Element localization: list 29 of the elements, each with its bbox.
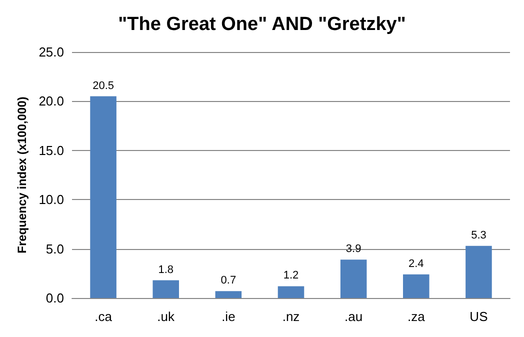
bar	[340, 260, 367, 298]
x-tick-label: .nz	[282, 309, 300, 324]
y-tick-label: 20.0	[38, 94, 64, 109]
data-label: 0.7	[220, 274, 236, 287]
y-tick-label: 10.0	[38, 192, 64, 208]
x-tick-label: .au	[344, 309, 363, 324]
data-label: 5.3	[471, 229, 486, 242]
bar	[403, 274, 430, 298]
y-tick-label: 25.0	[38, 44, 64, 60]
x-tick-label: .ie	[222, 309, 236, 324]
bar	[152, 280, 179, 298]
bar	[466, 246, 492, 298]
y-tick-label: 15.0	[38, 142, 64, 158]
data-label: 3.9	[346, 243, 362, 256]
data-label: 20.5	[92, 80, 114, 92]
bar	[278, 286, 304, 298]
data-label: 1.2	[283, 270, 299, 282]
bar	[215, 291, 242, 298]
chart-title: "The Great One" AND "Gretzky"	[118, 14, 406, 35]
x-tick-label: .za	[407, 309, 426, 324]
bar	[90, 96, 116, 298]
y-axis-title: Frequency index (x100,000)	[14, 96, 29, 254]
y-tick-label: 5.0	[46, 241, 64, 256]
x-tick-label: .uk	[157, 309, 176, 324]
y-tick-label: 0.0	[46, 290, 64, 306]
data-label: 2.4	[408, 258, 424, 270]
x-tick-label: US	[470, 309, 488, 324]
data-label: 1.8	[158, 264, 174, 276]
x-tick-label: .ca	[94, 309, 113, 324]
